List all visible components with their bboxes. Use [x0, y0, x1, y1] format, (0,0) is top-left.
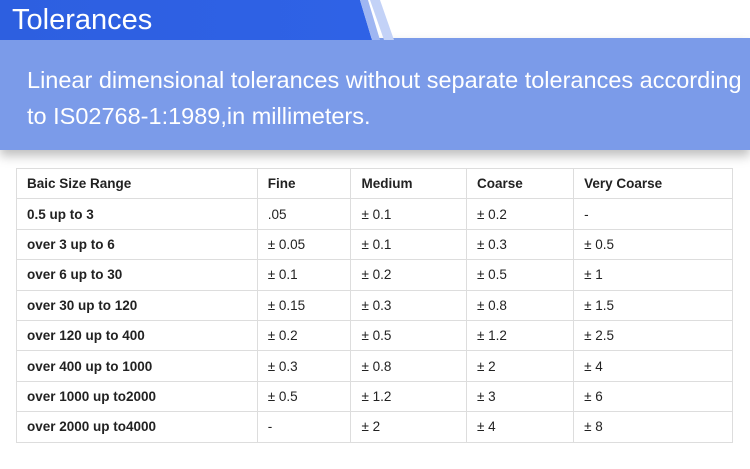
tolerance-cell: ± 0.2 — [350, 259, 467, 291]
table-row: over 6 up to 30 ± 0.1 ± 0.2 ± 0.5 ± 1 — [16, 259, 733, 291]
tolerance-cell: ± 1.2 — [350, 380, 467, 413]
size-range-cell: over 2000 up to4000 — [16, 411, 258, 443]
tolerance-cell: ± 0.3 — [256, 350, 352, 382]
tolerance-cell: ± 0.8 — [350, 350, 467, 382]
tolerance-cell: ± 2 — [350, 411, 467, 443]
tolerance-cell: ± 3 — [465, 380, 575, 413]
size-range-cell: over 400 up to 1000 — [16, 350, 258, 382]
tolerance-cell: ± 0.5 — [465, 259, 575, 291]
tolerance-cell: ± 0.5 — [256, 380, 352, 413]
tolerance-cell: ± 0.3 — [350, 289, 467, 321]
tolerance-cell: ± 2.5 — [573, 319, 733, 352]
tolerance-cell: ± 0.8 — [465, 289, 575, 321]
table-row: 0.5 up to 3.05 ± 0.1 ± 0.2- — [16, 198, 733, 230]
tolerance-cell: ± 2 — [465, 350, 575, 382]
tolerance-cell: ± 0.5 — [350, 319, 467, 352]
title-bar — [0, 0, 372, 40]
table-row: over 400 up to 1000 ± 0.3 ± 0.8 ± 2 ± 4 — [16, 350, 733, 382]
table-row: over 3 up to 6 ± 0.05 ± 0.1 ± 0.3 ± 0.5 — [16, 228, 733, 261]
tolerance-cell: ± 8 — [573, 411, 733, 443]
column-header: Very Coarse — [573, 167, 733, 200]
size-range-cell: 0.5 up to 3 — [16, 198, 258, 230]
table-row: over 1000 up to2000 ± 0.5 ± 1.2 ± 3 ± 6 — [16, 380, 733, 413]
tolerance-cell: ± 0.1 — [256, 259, 352, 291]
description-text: Linear dimensional tolerances without se… — [27, 67, 742, 129]
tolerance-cell: ± 0.1 — [350, 198, 467, 230]
tolerance-cell: ± 1.2 — [465, 319, 575, 352]
tolerance-cell: ± 0.2 — [465, 198, 575, 230]
tolerance-cell: ± 1 — [573, 259, 733, 291]
tolerance-cell: ± 4 — [573, 350, 733, 382]
tolerance-cell: ± 0.1 — [350, 228, 467, 261]
size-range-cell: over 30 up to 120 — [16, 289, 258, 321]
tolerance-cell: ± 4 — [465, 411, 575, 443]
tolerance-cell: ± 0.05 — [256, 228, 352, 261]
column-header: Fine — [256, 167, 352, 200]
table-row: over 30 up to 120 ± 0.15 ± 0.3 ± 0.8 ± 1.5 — [16, 289, 733, 321]
tolerance-cell: .05 — [256, 198, 352, 230]
column-header: Medium — [350, 167, 467, 200]
description-panel: Linear dimensional tolerances without se… — [0, 38, 750, 150]
tolerance-cell: ± 1.5 — [573, 289, 733, 321]
size-range-cell: over 1000 up to2000 — [16, 380, 258, 413]
size-range-cell: over 3 up to 6 — [16, 228, 258, 261]
table-header-row: Baic Size Range Fine Medium Coarse Very Coar… — [16, 167, 733, 200]
column-header: Baic Size Range — [16, 167, 258, 200]
tolerance-cell: ± 0.2 — [256, 319, 352, 352]
tolerance-table: Baic Size Range Fine Medium Coarse Very Coar… — [16, 167, 733, 443]
table-row: over 120 up to 400 ± 0.2 ± 0.5 ± 1.2 ± 2.5 — [16, 319, 733, 352]
tolerance-cell: ± 0.15 — [256, 289, 352, 321]
size-range-cell: over 6 up to 30 — [16, 259, 258, 291]
size-range-cell: over 120 up to 400 — [16, 319, 258, 352]
tolerance-cell: ± 0.5 — [573, 228, 733, 261]
tolerance-cell: - — [256, 411, 352, 443]
tolerance-cell: ± 0.3 — [465, 228, 575, 261]
tolerance-cell: - — [573, 198, 733, 230]
table-row: over 2000 up to4000- ± 2 ± 4 ± 8 — [16, 411, 733, 443]
tolerance-cell: ± 6 — [573, 380, 733, 413]
column-header: Coarse — [465, 167, 575, 200]
page-title: Tolerances — [12, 4, 153, 36]
